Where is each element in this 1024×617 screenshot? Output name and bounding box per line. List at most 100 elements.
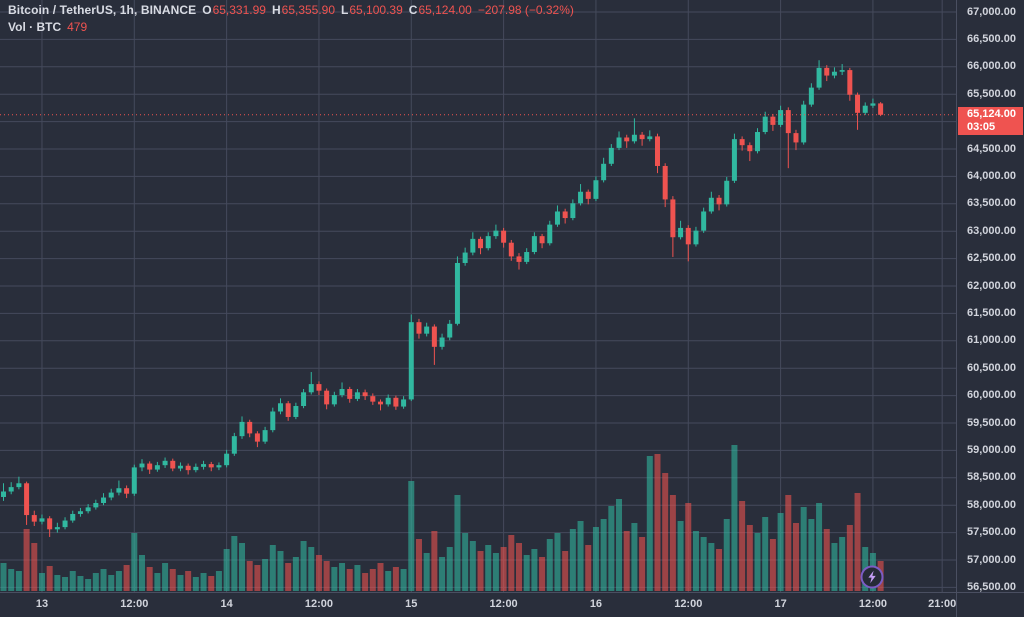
candle-body (339, 389, 345, 396)
price-axis-label: 63,000.00 (967, 224, 1016, 237)
volume-bar (423, 553, 430, 591)
candle-body (731, 139, 737, 181)
candle-body (101, 497, 107, 504)
volume-bar (562, 551, 569, 591)
time-axis-label: 16 (589, 598, 603, 610)
volume-bar (662, 473, 669, 591)
candle-body (216, 465, 222, 468)
time-axis-label: 17 (774, 598, 787, 610)
candle-body (547, 224, 553, 244)
volume-bar (277, 551, 284, 591)
candle-body (654, 136, 660, 166)
volume-bar (762, 517, 769, 591)
volume-bar (646, 456, 653, 591)
volume-bar (685, 503, 692, 591)
volume-bar (577, 521, 584, 591)
candle-body (62, 520, 68, 528)
volume-bar (339, 563, 346, 591)
price-axis-label: 65,500.00 (967, 87, 1016, 100)
volume-bar (431, 531, 438, 591)
time-axis-label: 12:00 (674, 598, 703, 610)
last-price-badge: 65,124.00 03:05 (958, 106, 1023, 135)
candle-body (501, 230, 507, 243)
candle-body (755, 132, 761, 152)
volume-bar (215, 571, 222, 591)
volume-line: Vol · BTC 479 (8, 19, 574, 35)
candle-body (270, 411, 276, 431)
realtime-data-icon[interactable] (859, 564, 885, 595)
volume-bar (31, 543, 38, 591)
candle-body (624, 137, 630, 142)
candle-body (170, 460, 176, 469)
candle-body (724, 180, 730, 205)
volume-bar (569, 529, 576, 591)
candle-body (678, 227, 684, 238)
volume-bar (69, 571, 76, 591)
candle-body (254, 433, 260, 442)
price-axis-label: 62,000.00 (967, 279, 1016, 292)
volume-bar (731, 445, 738, 591)
candle-body (316, 384, 322, 391)
volume-value: 479 (67, 20, 88, 34)
candle-body (531, 236, 537, 253)
volume-bar (108, 575, 115, 591)
candle-body (285, 403, 291, 417)
candle-body (85, 507, 91, 512)
axis-corner (956, 592, 1024, 617)
volume-bar (515, 543, 522, 591)
candle-body (801, 104, 807, 143)
candle-body (739, 139, 745, 146)
candle-body (616, 137, 622, 148)
candle-body (493, 230, 499, 237)
volume-bar (616, 499, 623, 591)
volume-bar (400, 569, 407, 591)
volume-bar (800, 507, 807, 591)
candle-body (324, 390, 330, 405)
volume-bar (346, 569, 353, 591)
chart-legend[interactable]: Bitcoin / TetherUS, 1h, BINANCE O65,331.… (8, 2, 574, 35)
candle-body (431, 326, 437, 347)
volume-bar (692, 531, 699, 591)
candle-body (116, 488, 122, 493)
candle-body (508, 242, 514, 257)
volume-bar (508, 535, 515, 591)
candle-body (516, 256, 522, 262)
volume-bar (185, 571, 192, 591)
symbol-title[interactable]: Bitcoin / TetherUS, 1h, BINANCE (8, 3, 197, 17)
volume-bar (138, 555, 145, 591)
candle-body (247, 421, 253, 434)
candle-body (870, 103, 876, 106)
candle-body (385, 397, 391, 405)
symbol-line: Bitcoin / TetherUS, 1h, BINANCE O65,331.… (8, 2, 574, 18)
volume-bar (746, 525, 753, 591)
candle-body (478, 238, 484, 249)
volume-bar (239, 543, 246, 591)
volume-bar (192, 577, 199, 591)
price-axis-label: 64,000.00 (967, 169, 1016, 182)
candle-body (424, 326, 430, 334)
price-axis[interactable]: 65,124.00 03:05 67,000.00 66,500.00 66,000… (956, 0, 1024, 593)
volume-label: Vol · BTC (8, 20, 62, 34)
time-axis-label: 12:00 (489, 598, 518, 610)
candle-body (439, 337, 445, 347)
price-axis-label: 61,500.00 (967, 306, 1016, 319)
time-axis-label: 13 (35, 598, 49, 610)
volume-bar (146, 567, 153, 591)
volume-bar (385, 571, 392, 591)
candle-body (401, 399, 407, 407)
candle-body (39, 518, 45, 522)
candle-body (708, 197, 714, 212)
candle-body (831, 71, 837, 76)
candle-body (562, 211, 568, 219)
time-axis[interactable]: 13 12:00 14 12:00 15 12:00 16 12:00 17 12:00 21:00 (0, 592, 1024, 617)
volume-bar (446, 547, 453, 591)
candle-body (54, 527, 60, 530)
volume-bar (631, 523, 638, 591)
volume-bar (292, 557, 299, 591)
candle-body (201, 464, 207, 467)
volume-bar (123, 565, 130, 591)
volume-bar (754, 533, 761, 591)
volume-bar (816, 503, 823, 591)
volume-bar (531, 549, 538, 591)
chart-canvas[interactable]: Bitcoin / TetherUS, 1h, BINANCE O65,331.… (0, 0, 956, 592)
